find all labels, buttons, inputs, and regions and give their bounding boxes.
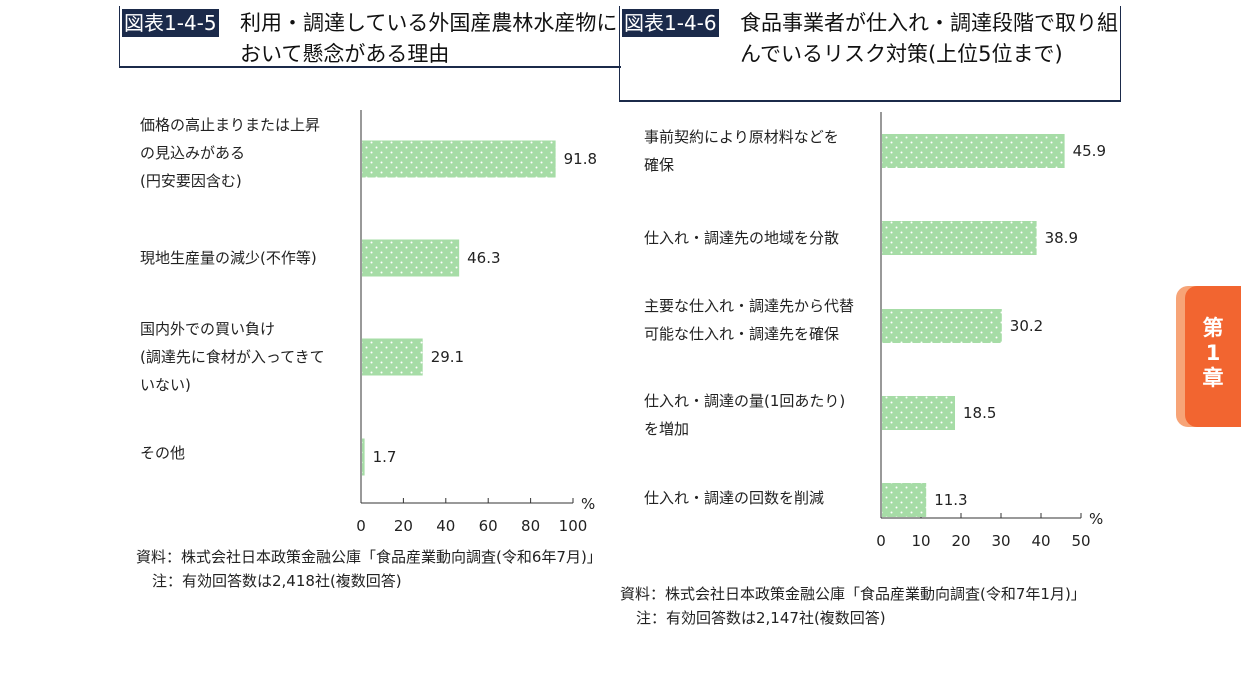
fig2-category-label: 事前契約により原材料などを確保 [644, 128, 839, 174]
fig1-category-label: その他 [140, 444, 185, 462]
fig1-bar [362, 239, 460, 277]
fig1-category-label: 国内外での買い負け(調達先に食材が入ってきていない) [140, 320, 325, 394]
figure2-bar-chart: 0 10 20 30 40 50% 45.9 事前契約により原材料などを確保 38.9 仕入れ・調… [644, 112, 1106, 550]
figure1-header: 図表1-4-5 利用・調達している外国産農林水産物において懸念がある理由 [119, 6, 621, 68]
fig1-category-label: 価格の高止まりまたは上昇の見込みがある(円安要因含む) [140, 116, 320, 190]
chapter-tab[interactable]: 第 1 章 [1176, 286, 1241, 427]
fig2-x-tick-label: 30 [991, 532, 1010, 550]
fig2-bar [882, 483, 927, 517]
chapter-tab-line1: 第 [1202, 316, 1224, 340]
chapter-tab-line3: 章 [1202, 366, 1224, 390]
fig2-category-label: 仕入れ・調達の量(1回あたり)を増加 [644, 392, 845, 438]
fig1-x-tick-label: 40 [436, 517, 455, 535]
fig2-category-label: 仕入れ・調達の回数を削減 [644, 489, 824, 507]
fig1-unit-label: % [581, 495, 595, 513]
fig1-value-label: 1.7 [373, 448, 397, 466]
figure1-notes: 資料：株式会社日本政策金融公庫「食品産業動向調査(令和6年7月)」 注：有効回答… [136, 545, 602, 593]
fig1-x-tick-label: 80 [521, 517, 540, 535]
figure2-source-note: 資料：株式会社日本政策金融公庫「食品産業動向調査(令和7年1月)」 [620, 585, 1086, 603]
fig2-bar [882, 309, 1002, 343]
fig1-x-tick-label: 100 [559, 517, 588, 535]
figure2-notes: 資料：株式会社日本政策金融公庫「食品産業動向調査(令和7年1月)」 注：有効回答… [620, 582, 1086, 630]
fig2-bar [882, 396, 955, 430]
figure2-title: 食品事業者が仕入れ・調達段階で取り組んでいるリスク対策(上位5位まで) [740, 11, 1118, 66]
fig2-value-label: 11.3 [934, 491, 967, 509]
chapter-tab-line2: 1 [1205, 341, 1221, 365]
fig2-category-label: 仕入れ・調達先の地域を分散 [644, 229, 839, 247]
fig2-bar [882, 134, 1065, 168]
fig2-value-label: 38.9 [1045, 229, 1078, 247]
fig2-x-tick-label: 10 [911, 532, 930, 550]
fig1-x-tick-label: 60 [479, 517, 498, 535]
fig2-bar [882, 221, 1037, 255]
fig1-bar [362, 140, 556, 178]
fig1-value-label: 29.1 [431, 348, 464, 366]
figure1-source-note: 資料：株式会社日本政策金融公庫「食品産業動向調査(令和6年7月)」 [136, 548, 602, 566]
fig2-x-tick-label: 40 [1031, 532, 1050, 550]
figure2-tag: 図表1-4-6 [622, 9, 719, 37]
fig1-x-tick-label: 20 [394, 517, 413, 535]
figure1-title: 利用・調達している外国産農林水産物において懸念がある理由 [240, 11, 618, 66]
fig2-value-label: 30.2 [1010, 317, 1043, 335]
fig1-value-label: 91.8 [564, 150, 597, 168]
figure2-header: 図表1-4-6 食品事業者が仕入れ・調達段階で取り組んでいるリスク対策(上位5位… [619, 6, 1121, 102]
fig2-x-tick-label: 50 [1071, 532, 1090, 550]
fig2-unit-label: % [1089, 510, 1103, 528]
fig2-x-tick-label: 0 [876, 532, 886, 550]
fig1-value-label: 46.3 [467, 249, 500, 267]
figure1-bar-chart: 0 20 40 60 80 100% 91.8 価格の高止まりまたは上昇の見込みがある(円安要… [140, 110, 597, 535]
figure1-response-note: 注：有効回答数は2,418社(複数回答) [152, 572, 402, 590]
fig2-value-label: 18.5 [963, 404, 996, 422]
figure1-tag: 図表1-4-5 [122, 9, 219, 37]
fig2-value-label: 45.9 [1073, 142, 1106, 160]
fig1-bar [362, 338, 423, 376]
fig2-category-label: 主要な仕入れ・調達先から代替可能な仕入れ・調達先を確保 [644, 297, 854, 343]
fig1-x-tick-label: 0 [356, 517, 366, 535]
fig1-bar [362, 438, 365, 476]
fig2-x-tick-label: 20 [951, 532, 970, 550]
fig1-category-label: 現地生産量の減少(不作等) [140, 249, 317, 267]
figure2-response-note: 注：有効回答数は2,147社(複数回答) [636, 609, 886, 627]
